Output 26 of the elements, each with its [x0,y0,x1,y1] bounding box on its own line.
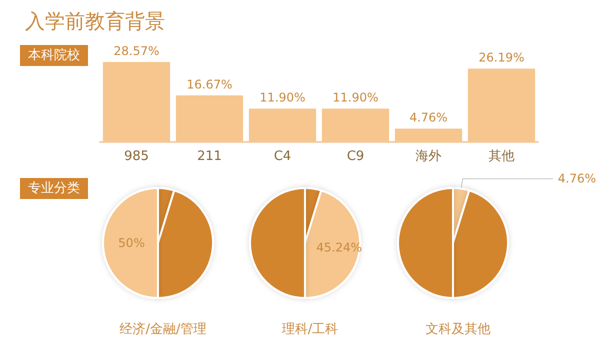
data-label: 28.57% [114,44,160,58]
x-tick-label: C4 [274,149,292,164]
bar [468,68,536,142]
bar [176,95,244,142]
text: 理科/工科 [282,322,338,337]
data-label: 4.76% [558,172,596,186]
text: 专业分类 [28,181,80,196]
data-label: 50% [118,236,145,250]
data-label: 11.90% [260,90,306,105]
x-tick-label: 211 [197,149,222,164]
text: 经济/金融/管理 [120,322,206,337]
text: 文科及其他 [426,322,490,337]
bar [322,108,390,142]
bar [102,62,170,142]
bar [248,108,316,142]
x-tick-label: 海外 [416,149,442,164]
x-tick-label: 其他 [488,149,514,164]
data-label: 26.19% [478,50,524,65]
bar [394,128,462,142]
x-tick-label: C9 [346,149,364,164]
data-label: 11.90% [332,90,378,105]
chart-subtitle: 本科院校 [28,48,80,63]
x-tick-label: 985 [124,149,149,164]
chart-title: 入学前教育背景 [25,9,165,33]
data-label: 16.67% [186,77,232,92]
data-label: 4.76% [409,110,448,125]
